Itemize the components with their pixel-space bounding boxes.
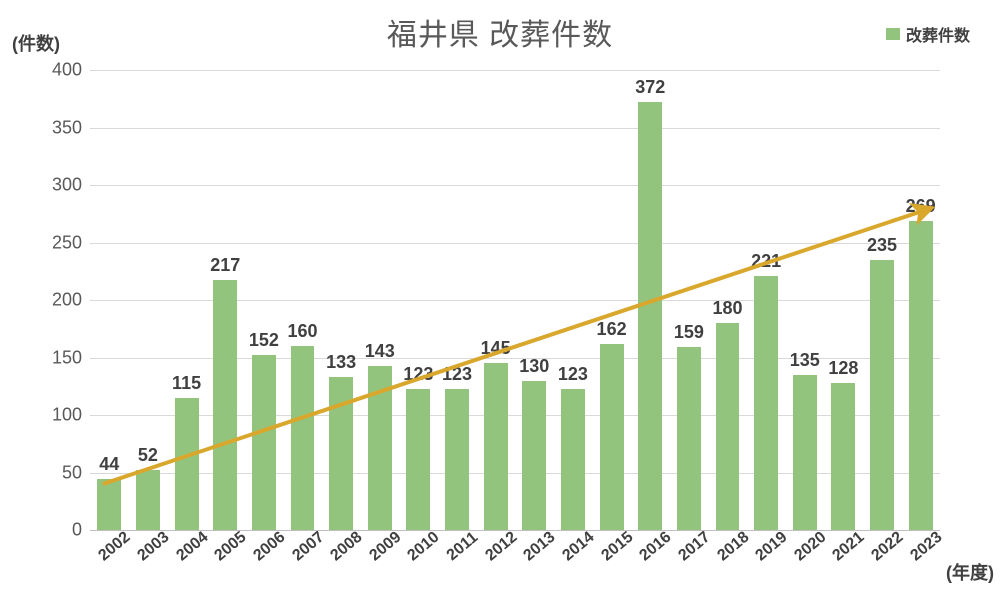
bar: 52 [136,470,160,530]
bar-value-label: 180 [712,298,742,319]
x-tick-label: 2010 [405,529,444,566]
plot-area: 050100150200250300350400 445211521715216… [90,70,940,530]
x-tick-label: 2018 [714,529,753,566]
bar: 143 [368,366,392,530]
y-axis-title: (件数) [12,30,60,56]
x-tick-label: 2016 [637,529,676,566]
x-tick-label: 2002 [96,529,135,566]
bar-value-label: 221 [751,251,781,272]
x-tick-label: 2014 [559,529,598,566]
bar: 159 [677,347,701,530]
x-tick-label: 2004 [173,529,212,566]
bar-value-label: 372 [635,77,665,98]
bar-value-label: 115 [172,373,201,394]
x-tick-label: 2023 [907,529,946,566]
bar-value-label: 133 [326,352,356,373]
y-tick-label: 400 [42,60,82,81]
legend-swatch [886,28,900,40]
bar: 160 [291,346,315,530]
x-tick-label: 2017 [675,529,714,566]
bar: 130 [522,381,546,531]
y-tick-label: 150 [42,347,82,368]
bar-value-label: 159 [674,322,704,343]
bar: 180 [716,323,740,530]
y-tick-label: 0 [42,520,82,541]
x-tick-label: 2015 [598,529,637,566]
x-tick-label: 2006 [250,529,289,566]
bar: 128 [831,383,855,530]
x-tick-label: 2012 [482,529,521,566]
bar-value-label: 135 [790,350,820,371]
x-tick-label: 2019 [752,529,791,566]
x-tick-label: 2009 [366,529,405,566]
bar: 123 [445,389,469,530]
legend: 改葬件数 [886,22,970,46]
bar: 135 [793,375,817,530]
x-tick-label: 2003 [134,529,173,566]
bar-value-label: 123 [442,364,472,385]
bar-value-label: 269 [906,196,936,217]
x-tick-label: 2020 [791,529,830,566]
bar: 269 [909,221,933,530]
bar: 221 [754,276,778,530]
bar-value-label: 162 [597,319,627,340]
bars-layer: 44 52 115 217 152 160 133 143 123 123 145 130 123 162… [90,70,940,530]
bar: 372 [638,102,662,530]
bar-value-label: 44 [99,454,119,475]
y-tick-label: 350 [42,117,82,138]
bar-value-label: 235 [867,235,897,256]
bar: 235 [870,260,894,530]
bar: 133 [329,377,353,530]
bar: 123 [406,389,430,530]
y-tick-label: 200 [42,290,82,311]
x-tick-label: 2022 [868,529,907,566]
x-tick-label: 2008 [327,529,366,566]
bar-value-label: 128 [828,358,858,379]
bar: 44 [97,479,121,530]
bar: 123 [561,389,585,530]
bar-value-label: 130 [519,356,549,377]
legend-label: 改葬件数 [906,22,970,46]
bar-value-label: 52 [138,445,158,466]
x-tick-label: 2007 [289,529,328,566]
bar-value-label: 145 [481,338,511,359]
x-tick-label: 2021 [830,529,869,566]
y-tick-label: 300 [42,175,82,196]
bar-value-label: 160 [287,321,317,342]
bar-value-label: 217 [210,255,240,276]
bar: 162 [600,344,624,530]
bar-value-label: 152 [249,330,279,351]
x-axis-line [90,530,940,531]
bar-value-label: 143 [365,341,395,362]
y-tick-label: 100 [42,405,82,426]
x-tick-label: 2005 [212,529,251,566]
bar-value-label: 123 [403,364,433,385]
bar: 152 [252,355,276,530]
bar-value-label: 123 [558,364,588,385]
x-tick-label: 2013 [521,529,560,566]
bar: 145 [484,363,508,530]
x-axis-title: (年度) [946,559,994,585]
y-tick-label: 250 [42,232,82,253]
chart-container: 福井県 改葬件数 改葬件数 (件数) (年度) 0 50 100 150 200 250 3… [0,0,1000,605]
bar: 115 [175,398,199,530]
x-tick-label: 2011 [444,529,482,565]
bar: 217 [213,280,237,530]
y-tick-label: 50 [42,462,82,483]
chart-title: 福井県 改葬件数 [0,10,1000,54]
